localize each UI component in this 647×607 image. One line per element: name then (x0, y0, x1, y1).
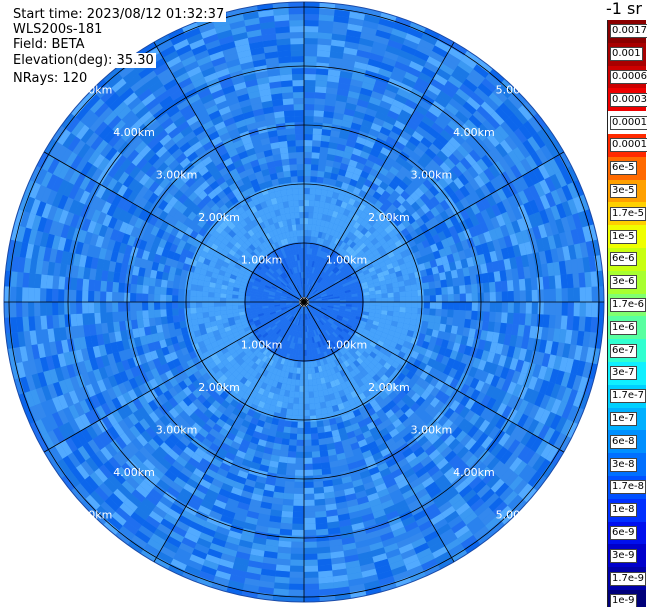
range-ring-labels: 1.00km 1.00km 1.00km 1.00km 2.00km 2.00km 2.00… (71, 84, 537, 522)
colorbar-tick-label: 1.7e-9 (610, 571, 647, 586)
range-ring-label: 4.00km (113, 466, 155, 479)
colorbar-tick-label: 1e-7 (610, 411, 637, 426)
colorbar-segment: 1e-8 (607, 498, 646, 523)
colorbar-tick-label: 3e-8 (610, 457, 637, 472)
azimuth-spoke (153, 41, 305, 303)
colorbar-tick-label: 0.001 (610, 47, 643, 62)
range-ring-label: 1.00km (241, 338, 283, 351)
colorbar-tick-label: 6e-8 (610, 434, 637, 449)
range-ring-label: 2.00km (198, 211, 240, 224)
range-ring (8, 6, 600, 598)
colorbar-segment: 1.7e-5 (607, 202, 647, 226)
range-ring (244, 242, 364, 362)
colorbar-tick-label: 3e-6 (610, 275, 637, 290)
range-ring-label: 4.00km (453, 466, 495, 479)
colorbar-tick-label: 3e-9 (610, 548, 637, 563)
colorbar-segment: 0.0001 (607, 134, 647, 158)
range-ring-label: 3.00km (411, 423, 453, 436)
range-ring-label: 4.00km (113, 126, 155, 139)
colorbar-segment: 3e-9 (607, 544, 646, 568)
colorbar-segment: 3e-6 (607, 270, 646, 295)
azimuth-spoke (303, 41, 455, 303)
colorbar-tick-label: 6e-7 (610, 343, 637, 358)
colorbar-tick-label: 1.7e-7 (610, 389, 647, 404)
azimuth-spoke (303, 301, 455, 563)
colorbar-tick-label: 1.7e-8 (610, 480, 647, 495)
colorbar-tick-label: 0.0006 (610, 69, 647, 84)
nrays-label: NRays: 120 (11, 71, 90, 86)
range-ring-label: 2.00km (198, 381, 240, 394)
azimuth-spoke (303, 301, 565, 453)
colorbar-segment: 6e-8 (607, 430, 646, 454)
range-ring (126, 124, 482, 480)
azimuth-spokes (4, 2, 604, 602)
colorbar-segment: 6e-9 (607, 521, 646, 545)
instrument-label: WLS200s-181 (11, 22, 105, 37)
range-ring-label: 3.00km (411, 169, 453, 182)
colorbar-segment: 1e-6 (607, 316, 646, 340)
azimuth-spoke (153, 301, 305, 563)
colorbar-tick-label: 3e-5 (610, 183, 637, 198)
colorbar-tick-label: 3e-7 (610, 366, 637, 381)
colorbar-tick-label: 1e-9 (610, 594, 637, 607)
colorbar-segment: 0.0017 (607, 20, 647, 44)
azimuth-spoke (43, 151, 305, 303)
colorbar-segment: 1.7e-7 (607, 384, 647, 409)
colorbar-tick-label: 1.7e-5 (610, 206, 647, 221)
field-label: Field: BETA (11, 37, 87, 52)
range-ring-label: 1.00km (241, 254, 283, 267)
colorbar-segment: 0.00017 (607, 111, 647, 135)
range-ring-label: 1.00km (326, 338, 368, 351)
colorbar-tick-label: 6e-6 (610, 252, 637, 267)
colorbar-unit-label: -1 sr (606, 0, 642, 18)
colorbar-segment: 3e-5 (607, 179, 646, 203)
colorbar-segment: 3e-7 (607, 362, 646, 386)
range-ring-label: 5.00km (496, 508, 538, 521)
azimuth-spoke (303, 151, 565, 303)
colorbar-tick-label: 6e-5 (610, 161, 637, 176)
colorbar-tick-label: 0.00017 (610, 115, 647, 130)
colorbar-segment: 1e-9 (607, 590, 646, 607)
elevation-label: Elevation(deg): 35.30 (11, 53, 156, 68)
range-ring-label: 4.00km (453, 126, 495, 139)
range-ring-label: 1.00km (326, 254, 368, 267)
colorbar-tick-label: 6e-9 (610, 525, 637, 540)
colorbar-tick-label: 1.7e-6 (610, 297, 647, 312)
colorbar-segment: 1.7e-8 (607, 476, 647, 500)
colorbar-tick-label: 0.0001 (610, 138, 647, 153)
range-ring (67, 65, 541, 539)
colorbar-tick-label: 1e-5 (610, 229, 637, 244)
range-ring-label: 5.00km (71, 508, 113, 521)
radar-center-marker (299, 297, 309, 307)
range-ring-label: 3.00km (156, 169, 198, 182)
range-ring-label: 2.00km (368, 381, 410, 394)
range-rings (8, 6, 600, 598)
colorbar-segment: 6e-7 (607, 339, 646, 363)
colorbar-tick-label: 0.0003 (610, 92, 647, 107)
range-ring-label: 5.00km (71, 84, 113, 97)
colorbar-segment: 0.0006 (607, 65, 647, 89)
colorbar-tick-label: 1e-8 (610, 503, 637, 518)
colorbar-segment: 1e-7 (607, 407, 646, 431)
range-ring-label: 5.00km (496, 84, 538, 97)
colorbar-segment: 6e-6 (607, 248, 646, 272)
colorbar-segment: 1.7e-6 (607, 293, 647, 317)
range-ring-label: 2.00km (368, 211, 410, 224)
colorbar-segment: 6e-5 (607, 156, 646, 181)
azimuth-spoke (43, 301, 305, 453)
colorbar-tick-label: 0.0017 (610, 24, 647, 39)
start-time-label: Start time: 2023/08/12 01:32:37 (11, 7, 227, 22)
colorbar-segment: 1.7e-9 (607, 567, 647, 591)
colorbar-segment: 0.0003 (607, 88, 647, 112)
colorbar-segment: 1e-5 (607, 225, 646, 249)
range-ring-label: 3.00km (156, 423, 198, 436)
colorbar-tick-label: 1e-6 (610, 320, 637, 335)
range-ring (185, 183, 423, 421)
colorbar-segment: 3e-8 (607, 453, 646, 477)
colorbar-segment: 0.001 (607, 42, 646, 67)
